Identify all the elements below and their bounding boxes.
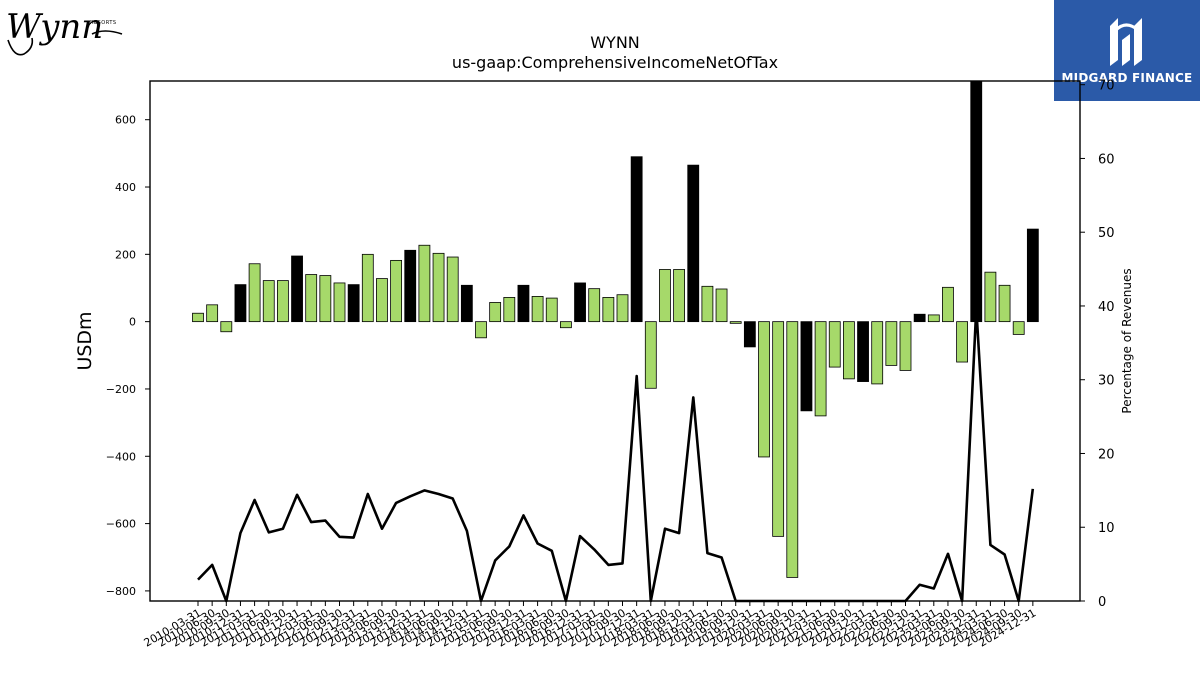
bar [319,275,332,323]
bar [460,284,473,323]
bar [390,259,403,323]
bar [347,284,360,323]
y2-tick-label: 50 [1098,226,1115,241]
y-tick-label: 600 [115,114,136,127]
y-axis-left: −800 −600 −400 −200 0 200 400 600 [106,114,150,598]
bar [616,294,629,323]
y-tick-label: −200 [106,383,136,396]
bar [701,285,714,323]
bar [659,269,671,323]
bar [545,297,558,323]
bar [843,321,855,380]
bar [291,255,303,323]
bar [432,252,445,323]
y2-tick-label: 40 [1098,300,1115,315]
bar [276,280,289,323]
y-tick-label: −800 [106,585,136,598]
bar [262,280,275,323]
y2-tick-label: 10 [1098,521,1115,536]
x-axis: 2010-03-312010-06-302010-09-302010-12-31… [142,601,1038,650]
bar [503,297,516,323]
midgard-finance-text: MIDGARD FINANCE [1061,71,1193,85]
bar [644,321,657,389]
bar [786,321,799,578]
bar [984,271,997,323]
bar [248,263,261,323]
bar [970,80,983,323]
plot-frame [149,80,1081,602]
bar [998,284,1011,323]
bar [489,302,502,323]
bar [305,274,318,323]
bar [828,321,841,368]
bar [758,321,770,458]
y-tick-label: −600 [106,518,136,531]
y-tick-label: −400 [106,450,136,463]
bar [333,282,346,323]
y2-tick-label: 70 [1098,79,1115,94]
bar [361,253,374,323]
bar [1026,228,1039,323]
bar [800,321,813,412]
bar [857,321,869,382]
y2-tick-label: 30 [1098,374,1115,389]
bar [942,286,954,323]
wynn-logo-text: Wynn [6,7,103,47]
bar [956,321,968,363]
bar [560,321,572,329]
bar [588,288,601,323]
wynn-logo-subtext: RESORTS [90,20,117,26]
bar [574,282,586,323]
y-tick-label: 0 [129,316,136,329]
bar [673,269,685,323]
wynn-logo: Wynn RESORTS [4,4,128,60]
bar [772,321,785,537]
chart-title: WYNN [590,33,640,52]
bar [192,312,204,323]
bar [602,297,615,323]
chart-subtitle: us-gaap:ComprehensiveIncomeNetOfTax [452,53,778,72]
bar [885,321,898,366]
midgard-finance-logo: MIDGARD FINANCE [1054,0,1200,101]
bar [206,304,219,323]
bar [418,244,431,323]
bar [871,321,884,385]
midgard-emblem-icon [1110,18,1142,66]
bar [630,156,643,323]
y-tick-label: 400 [115,181,136,194]
bar [517,284,530,323]
bar [899,321,912,371]
bar [446,256,459,323]
y-tick-label: 200 [115,248,136,261]
bar [404,249,417,323]
bar [531,296,544,323]
bar [814,321,827,417]
bar [220,321,233,333]
y2-tick-label: 60 [1098,152,1115,167]
bar [687,164,700,323]
bar [913,313,926,323]
y2-tick-label: 0 [1098,595,1106,610]
bar [475,321,487,339]
y2-axis-label: Percentage of Revenues [1120,268,1134,413]
bar [234,284,247,323]
bar [729,321,742,324]
bar [743,321,756,348]
bar [927,314,940,323]
y-axis-label: USDm [74,311,96,370]
bar [715,288,728,323]
bar [1012,321,1025,335]
y2-tick-label: 20 [1098,447,1115,462]
bar-series [192,80,1039,578]
bar [376,278,388,323]
y-axis-right: 0 10 20 30 40 50 60 70 [1080,79,1115,610]
